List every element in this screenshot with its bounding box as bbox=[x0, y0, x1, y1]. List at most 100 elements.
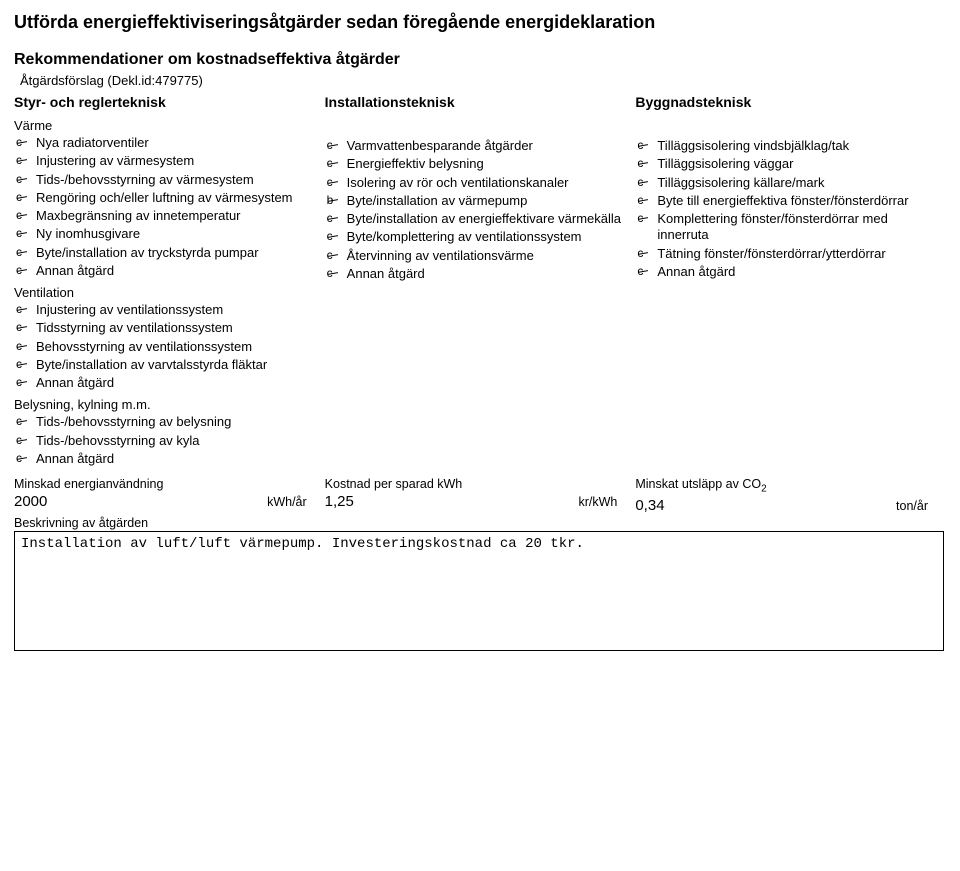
checkbox-icon[interactable] bbox=[14, 245, 36, 261]
list-item: Annan åtgärd bbox=[14, 263, 321, 279]
checkbox-icon[interactable] bbox=[14, 357, 36, 373]
list-item: Annan åtgärd bbox=[14, 375, 321, 391]
list-item: Nya radiatorventiler bbox=[14, 135, 321, 151]
checkbox-icon[interactable] bbox=[325, 248, 347, 264]
list-item-label: Energieffektiv belysning bbox=[347, 156, 632, 172]
checkbox-icon[interactable] bbox=[14, 153, 36, 169]
bottom-value-2: 1,25 bbox=[325, 493, 354, 510]
list-item: Återvinning av ventilationsvärme bbox=[325, 248, 632, 264]
list-item: Tilläggsisolering källare/mark bbox=[635, 175, 942, 191]
checkbox-icon[interactable] bbox=[325, 175, 347, 191]
list-item-label: Annan åtgärd bbox=[657, 264, 942, 280]
bottom-cell-3: Minskat utsläpp av CO2 0,34 ton/år bbox=[635, 477, 946, 514]
bottom-value-1: 2000 bbox=[14, 493, 47, 510]
checkbox-icon[interactable] bbox=[14, 190, 36, 206]
list-item-label: Komplettering fönster/fönsterdörrar med … bbox=[657, 211, 942, 244]
list-item-label: Byte/installation av värmepump bbox=[347, 193, 632, 209]
list-item-label: Tilläggsisolering väggar bbox=[657, 156, 942, 172]
list-item-label: Tätning fönster/fönsterdörrar/ytterdörra… bbox=[657, 246, 942, 262]
list-item: Byte/installation av tryckstyrda pumpar bbox=[14, 245, 321, 261]
checkbox-icon[interactable] bbox=[635, 156, 657, 172]
list-belysning: Tids-/behovsstyrning av belysning Tids-/b… bbox=[14, 414, 321, 467]
bottom-label-3: Minskat utsläpp av CO2 bbox=[635, 477, 938, 495]
checkbox-icon[interactable] bbox=[325, 138, 347, 154]
checkbox-icon[interactable] bbox=[325, 229, 347, 245]
list-item: Injustering av ventilationssystem bbox=[14, 302, 321, 318]
checkbox-icon[interactable] bbox=[14, 135, 36, 151]
list-ventilation: Injustering av ventilationssystemTidssty… bbox=[14, 302, 321, 391]
bottom-label-2: Kostnad per sparad kWh bbox=[325, 477, 628, 491]
list-item-label: Byte/installation av varvtalsstyrda fläk… bbox=[36, 357, 321, 373]
checkbox-icon[interactable] bbox=[325, 156, 347, 172]
list-item: Tids-/behovsstyrning av kyla bbox=[14, 433, 321, 449]
checkbox-icon[interactable] bbox=[325, 211, 347, 227]
checkbox-icon[interactable] bbox=[14, 375, 36, 391]
list-item: Ny inomhusgivare bbox=[14, 226, 321, 242]
checkbox-icon[interactable] bbox=[14, 339, 36, 355]
list-item-label: Byte till energieffektiva fönster/fönste… bbox=[657, 193, 942, 209]
desc-label: Beskrivning av åtgärden bbox=[14, 516, 946, 530]
list-item-label: Tids-/behovsstyrning av kyla bbox=[36, 433, 321, 449]
group-ventilation: Ventilation bbox=[14, 285, 321, 300]
bottom-unit-1: kWh/år bbox=[267, 495, 307, 509]
checkbox-icon[interactable] bbox=[14, 302, 36, 318]
checkbox-icon[interactable] bbox=[635, 211, 657, 227]
list-item-label: Varmvattenbesparande åtgärder bbox=[347, 138, 632, 154]
list-item-label: Injustering av värmesystem bbox=[36, 153, 321, 169]
list-item: Tätning fönster/fönsterdörrar/ytterdörra… bbox=[635, 246, 942, 262]
list-item: Rengöring och/eller luftning av värmesys… bbox=[14, 190, 321, 206]
checkbox-icon[interactable] bbox=[635, 264, 657, 280]
list-item-label: Annan åtgärd bbox=[36, 375, 321, 391]
bottom-unit-3: ton/år bbox=[896, 499, 928, 513]
checkbox-icon[interactable] bbox=[325, 193, 347, 209]
list-varme: Nya radiatorventiler Injustering av värme… bbox=[14, 135, 321, 279]
checkbox-icon[interactable] bbox=[14, 226, 36, 242]
col-head-mid: Installationsteknisk bbox=[325, 92, 632, 110]
checkbox-icon[interactable] bbox=[635, 138, 657, 154]
checkbox-icon[interactable] bbox=[635, 193, 657, 209]
list-item-label: Injustering av ventilationssystem bbox=[36, 302, 321, 318]
checkbox-icon[interactable] bbox=[635, 175, 657, 191]
list-item-label: Byte/installation av tryckstyrda pumpar bbox=[36, 245, 321, 261]
checkbox-icon[interactable] bbox=[635, 246, 657, 262]
list-item: Byte/komplettering av ventilationssystem bbox=[325, 229, 632, 245]
page-title: Utförda energieffektiviseringsåtgärder s… bbox=[14, 12, 946, 33]
list-item: Annan åtgärd bbox=[325, 266, 632, 282]
list-item-label: Tilläggsisolering källare/mark bbox=[657, 175, 942, 191]
col-head-left: Styr- och reglerteknisk bbox=[14, 92, 321, 110]
group-varme: Värme bbox=[14, 118, 321, 133]
col-mid: Installationsteknisk Varmvattenbesparand… bbox=[325, 90, 636, 469]
checkbox-icon[interactable] bbox=[14, 414, 36, 430]
list-item: Komplettering fönster/fönsterdörrar med … bbox=[635, 211, 942, 244]
list-item-label: Annan åtgärd bbox=[36, 263, 321, 279]
bottom-value-3: 0,34 bbox=[635, 497, 664, 514]
list-item: Tids-/behovsstyrning av belysning bbox=[14, 414, 321, 430]
checkbox-icon[interactable] bbox=[14, 451, 36, 467]
list-item-label: Rengöring och/eller luftning av värmesys… bbox=[36, 190, 321, 206]
list-item: Byte/installation av varvtalsstyrda fläk… bbox=[14, 357, 321, 373]
bottom-label-3-pre: Minskat utsläpp av CO bbox=[635, 477, 761, 491]
list-item: Injustering av värmesystem bbox=[14, 153, 321, 169]
list-item-label: Annan åtgärd bbox=[36, 451, 321, 467]
subtitle: Rekommendationer om kostnadseffektiva åt… bbox=[14, 51, 946, 69]
list-item-label: Ny inomhusgivare bbox=[36, 226, 321, 242]
list-item: Annan åtgärd bbox=[14, 451, 321, 467]
proposal-id: Åtgärdsförslag (Dekl.id:479775) bbox=[20, 73, 946, 88]
checkbox-icon[interactable] bbox=[14, 433, 36, 449]
checkbox-icon[interactable] bbox=[325, 266, 347, 282]
desc-box: Installation av luft/luft värmepump. Inv… bbox=[14, 531, 944, 651]
checkbox-icon[interactable] bbox=[14, 263, 36, 279]
list-item: Behovsstyrning av ventilationssystem bbox=[14, 339, 321, 355]
list-item: Energieffektiv belysning bbox=[325, 156, 632, 172]
list-right: Tilläggsisolering vindsbjälklag/takTillä… bbox=[635, 138, 942, 280]
checkbox-icon[interactable] bbox=[14, 320, 36, 336]
bottom-label-3-sub: 2 bbox=[761, 484, 767, 495]
bottom-unit-2: kr/kWh bbox=[578, 495, 617, 509]
list-item: Tilläggsisolering väggar bbox=[635, 156, 942, 172]
checkbox-icon[interactable] bbox=[14, 172, 36, 188]
columns-top: Styr- och reglerteknisk Värme Nya radiat… bbox=[14, 90, 946, 469]
list-item-label: Tids-/behovsstyrning av belysning bbox=[36, 414, 321, 430]
checkbox-icon[interactable] bbox=[14, 208, 36, 224]
list-item-label: Tids-/behovsstyrning av värmesystem bbox=[36, 172, 321, 188]
list-item: Byte till energieffektiva fönster/fönste… bbox=[635, 193, 942, 209]
